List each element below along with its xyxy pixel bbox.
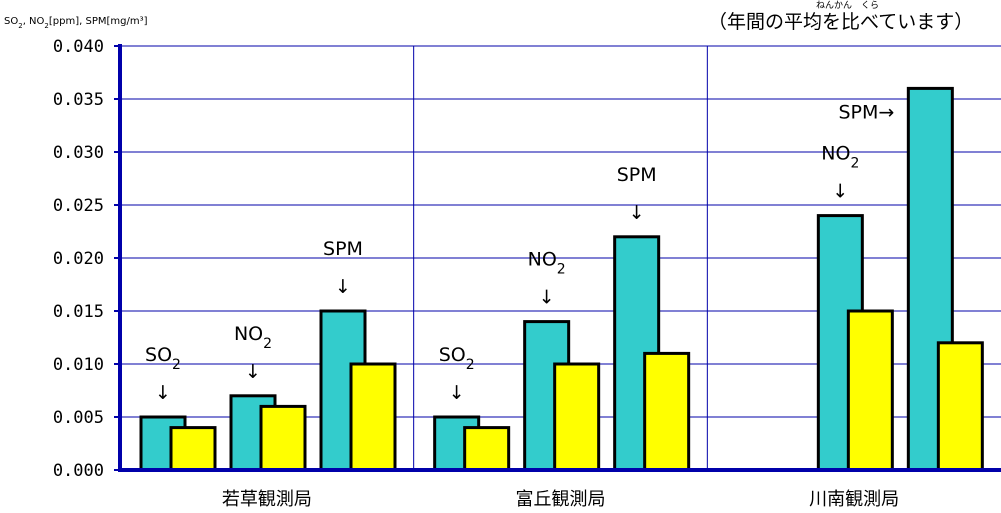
station-label: 川南観測局 <box>809 489 899 510</box>
y-tick-label: 0.015 <box>53 302 104 322</box>
bar-no2-b <box>846 309 894 472</box>
annotation-label: NO2 <box>234 323 272 352</box>
annotation-arrow: ↓ <box>245 361 261 383</box>
annotation-arrow: ↓ <box>335 276 351 298</box>
y-tick-label: 0.040 <box>53 37 104 57</box>
chart-note: （年間の平均を比べています） <box>708 11 973 33</box>
bars <box>139 86 984 472</box>
bar-spm-b <box>349 362 397 472</box>
y-tick-label: 0.000 <box>53 461 104 481</box>
annotation-label: NO2 <box>821 143 859 172</box>
bar-no2-b <box>259 404 307 472</box>
station-label: 富丘観測局 <box>516 489 606 510</box>
y-tick-label: 0.025 <box>53 196 104 216</box>
annotation-arrow: ↓ <box>539 287 555 309</box>
station-label: 若草観測局 <box>222 489 312 510</box>
annotation-arrow: ↓ <box>629 202 645 224</box>
bar-no2-b <box>553 362 601 472</box>
annotation-label: SPM <box>617 164 657 186</box>
annotation-label: SPM <box>323 238 363 260</box>
y-tick-label: 0.030 <box>53 143 104 163</box>
category-labels: 若草観測局 富丘観測局 川南観測局 <box>222 489 899 510</box>
annotation-label: SPM→ <box>838 101 894 123</box>
y-axis-unit-label: SO2, NO2[ppm], SPM[mg/m³] <box>4 16 148 30</box>
annotation-arrow: ↓ <box>449 382 465 404</box>
bar-annotations: SO2 ↓ NO2 ↓ SPM ↓ SO2 ↓ NO2 ↓ SPM ↓ NO2 ↓ SPM→ <box>145 101 894 404</box>
annotation-arrow: ↓ <box>832 181 848 203</box>
bar-so2-b <box>169 426 217 472</box>
axes <box>114 44 1001 472</box>
annotation-label: NO2 <box>528 249 566 278</box>
annotation-arrow: ↓ <box>155 382 171 404</box>
annotation-label: SO2 <box>439 344 475 373</box>
y-tick-label: 0.010 <box>53 355 104 375</box>
y-tick-label: 0.035 <box>53 90 104 110</box>
annotation-label: SO2 <box>145 344 181 373</box>
bar-spm-b <box>936 341 984 472</box>
gridlines <box>120 45 1001 470</box>
y-tick-label: 0.020 <box>53 249 104 269</box>
y-tick-labels: 0.000 0.005 0.010 0.015 0.020 0.025 0.030 0.035… <box>53 37 104 481</box>
y-tick-label: 0.005 <box>53 408 104 428</box>
note-ruby: ねんかん くら <box>816 0 879 11</box>
bar-spm-b <box>643 351 691 472</box>
bar-so2-b <box>463 426 511 472</box>
